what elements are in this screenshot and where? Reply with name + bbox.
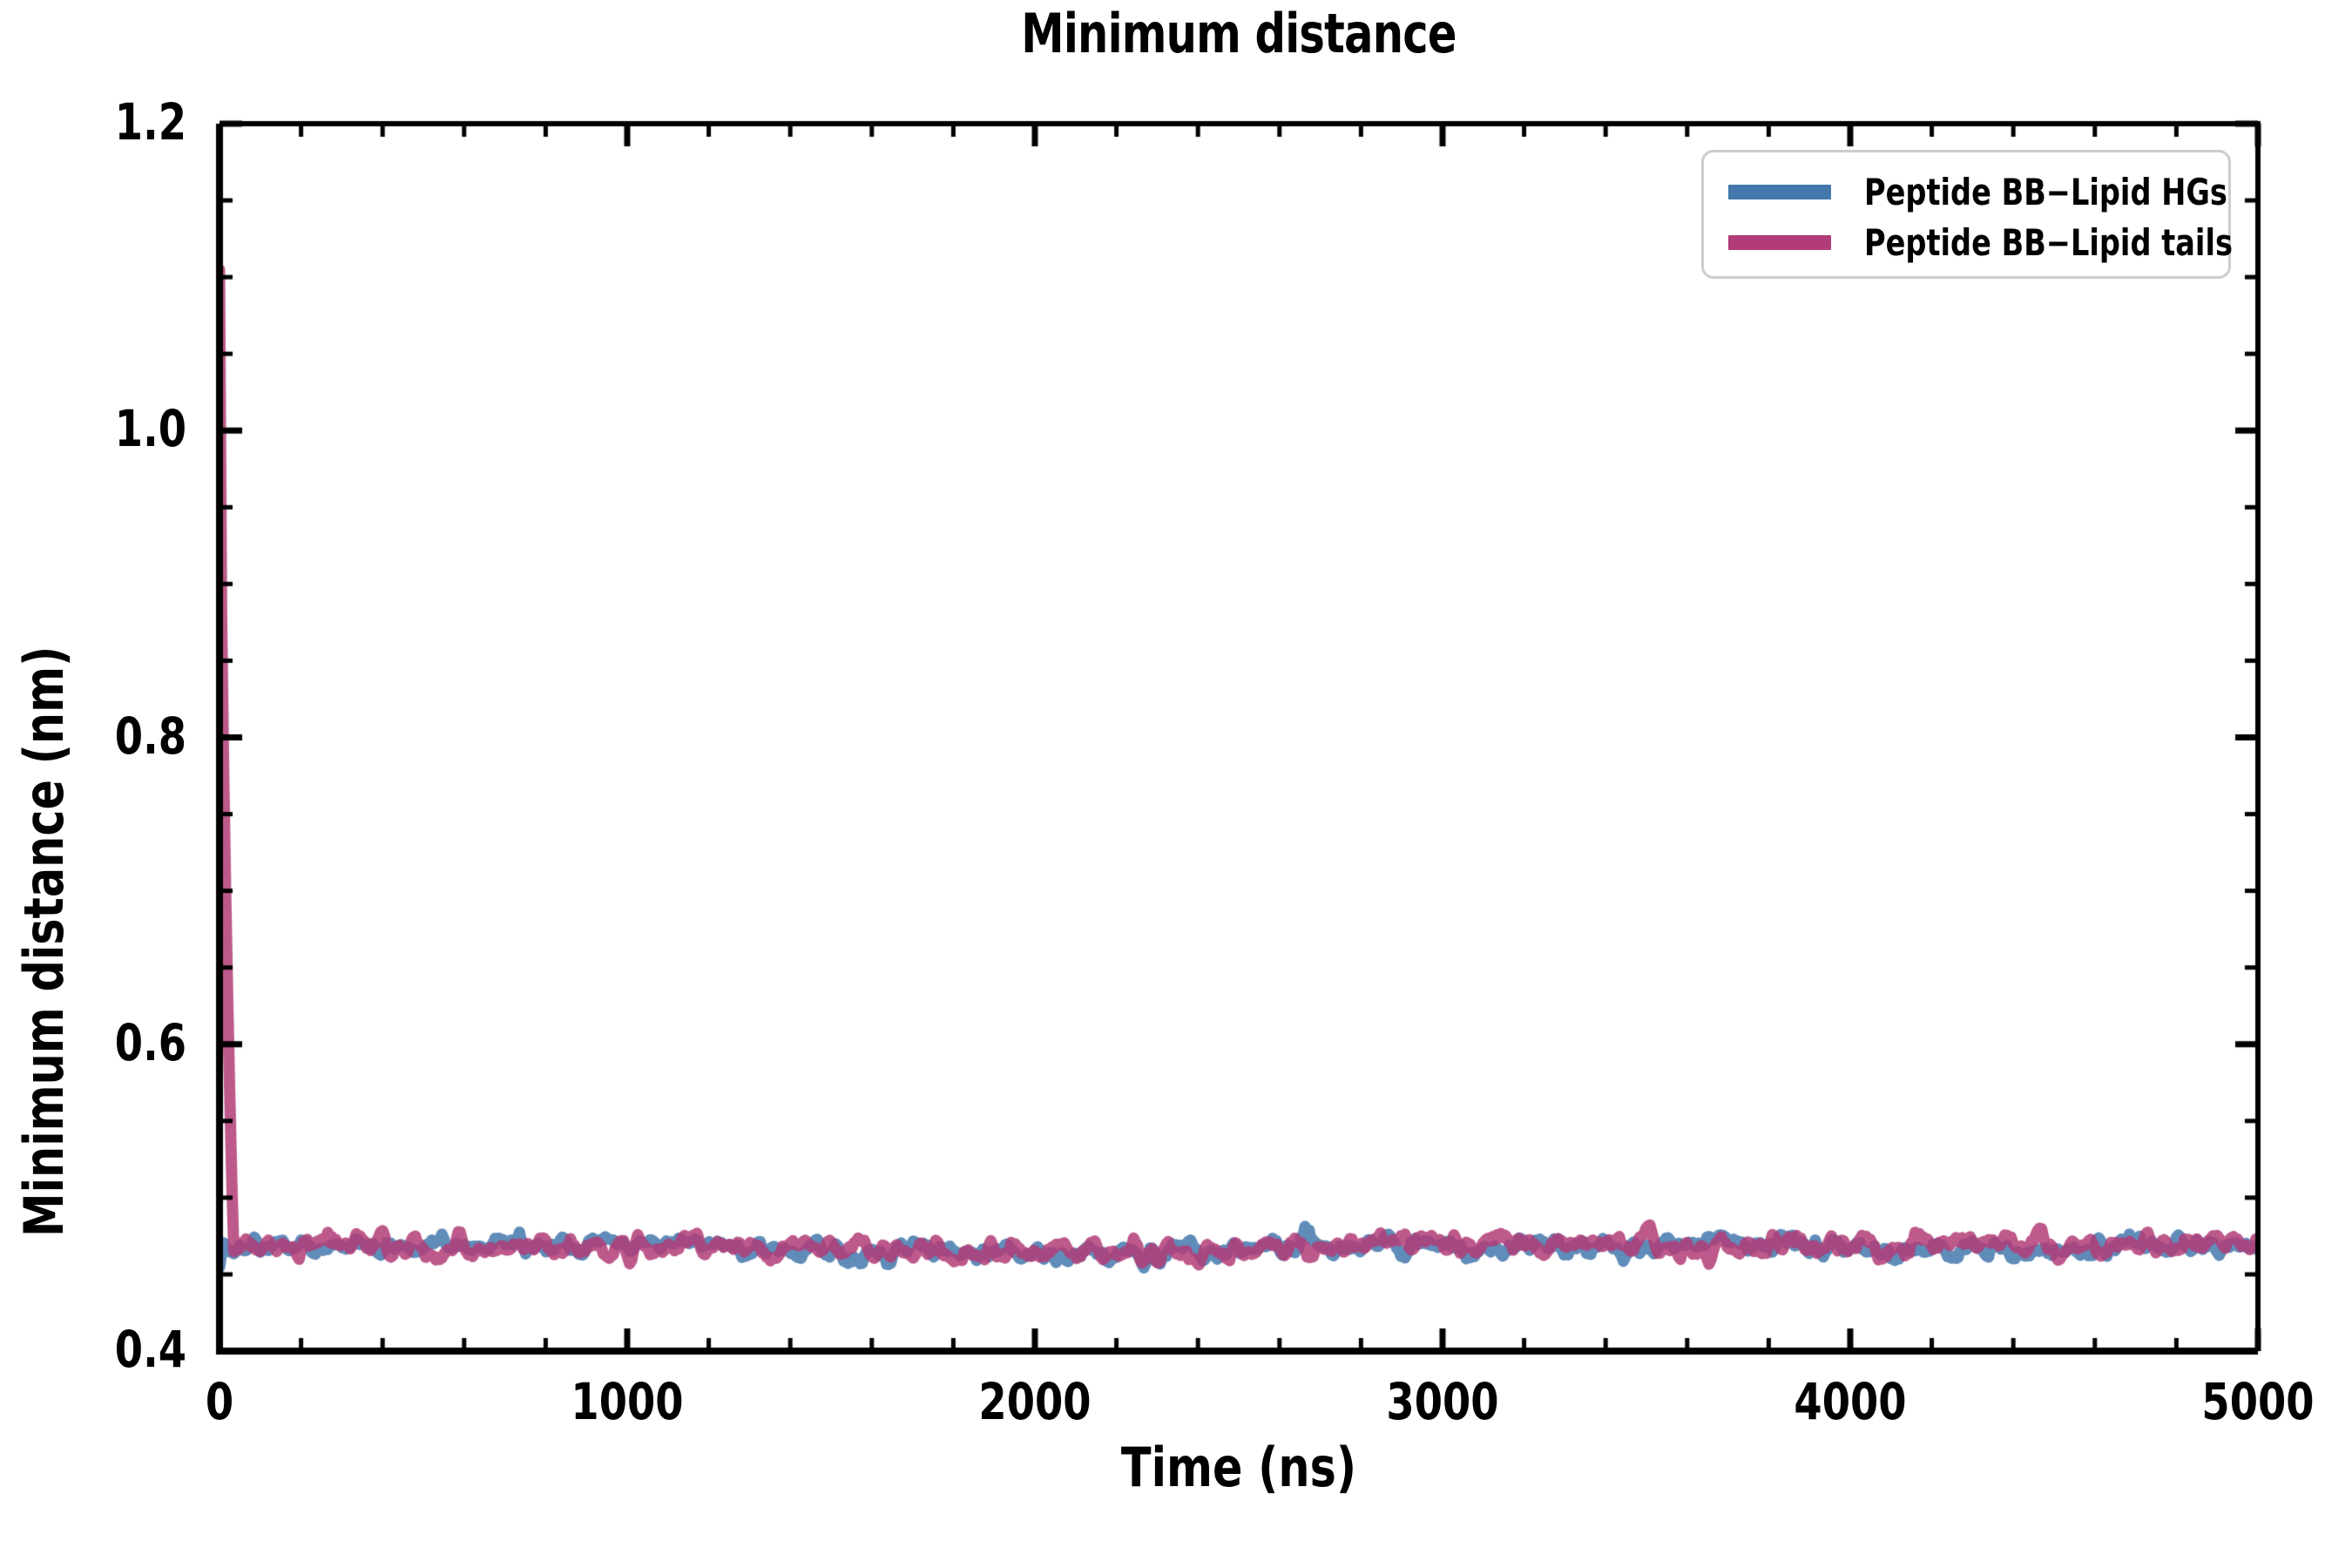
legend-label-tails: Peptide BB−Lipid tails (1864, 220, 2233, 264)
x-tick-label-1: 1000 (571, 1372, 684, 1431)
legend-swatch-hgs (1728, 184, 1831, 199)
legend-swatch-tails (1728, 234, 1831, 250)
x-tick-label-4: 4000 (1794, 1372, 1907, 1431)
legend-label-hgs: Peptide BB−Lipid HGs (1864, 170, 2227, 213)
legend: Peptide BB−Lipid HGs Peptide BB−Lipid ta… (1701, 150, 2233, 279)
x-tick-label-5: 5000 (2201, 1372, 2315, 1431)
page-title: Minimum distance (1021, 2, 1456, 65)
y-tick-label-0: 0.4 (114, 1320, 186, 1379)
x-axis-label: Time (ns) (1120, 1436, 1357, 1499)
y-tick-label-1: 0.6 (114, 1012, 186, 1072)
legend-item-hgs: Peptide BB−Lipid HGs (1704, 166, 2228, 217)
y-tick-label-3: 1.0 (114, 399, 186, 459)
y-tick-label-2: 0.8 (114, 706, 186, 766)
x-tick-label-0: 0 (205, 1372, 234, 1431)
y-tick-label-4: 1.2 (114, 92, 186, 152)
x-tick-label-3: 3000 (1386, 1372, 1499, 1431)
legend-item-tails: Peptide BB−Lipid tails (1704, 217, 2233, 267)
x-tick-label-2: 2000 (978, 1372, 1092, 1431)
